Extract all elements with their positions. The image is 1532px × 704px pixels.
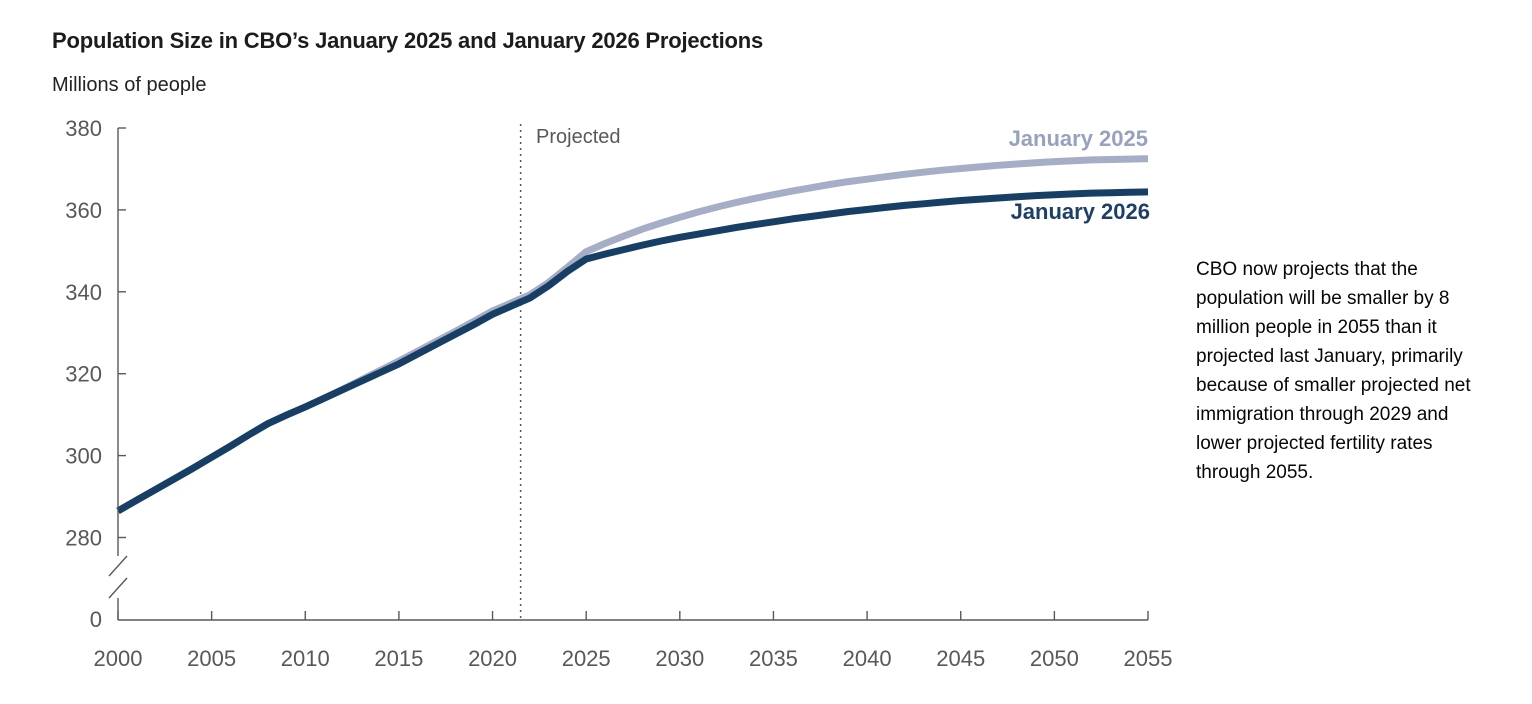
axis-tick-label: 2000 <box>94 646 143 671</box>
axis-tick-label: 340 <box>65 280 102 305</box>
annotation-note: CBO now projects that the population wil… <box>1196 259 1471 483</box>
chart-title: Population Size in CBO’s January 2025 an… <box>52 28 764 53</box>
axis-tick-label: 2055 <box>1124 646 1173 671</box>
axis-tick-label: 2040 <box>843 646 892 671</box>
axis-tick-label: 280 <box>65 526 102 551</box>
axis-tick-label: 2015 <box>374 646 423 671</box>
axis-tick-label: 2045 <box>936 646 985 671</box>
axis-tick-label: 360 <box>65 198 102 223</box>
axis-tick-label: 2050 <box>1030 646 1079 671</box>
axis-tick-label: 300 <box>65 444 102 469</box>
series-line-january-2025 <box>116 155 1149 514</box>
legend-january-2026: January 2026 <box>1010 199 1150 224</box>
series-line-january-2026 <box>116 188 1149 514</box>
axis-mark <box>108 577 128 599</box>
axis-tick-label: 320 <box>65 362 102 387</box>
axis-tick-label: 2035 <box>749 646 798 671</box>
legend-january-2025: January 2025 <box>1008 126 1148 151</box>
axis-tick-label: 2020 <box>468 646 517 671</box>
axis-tick-label: 0 <box>90 607 102 632</box>
projected-divider-label: Projected <box>536 126 621 148</box>
axis-tick-label: 2005 <box>187 646 236 671</box>
axis-tick-label: 2030 <box>655 646 704 671</box>
axis-tick-label: 2010 <box>281 646 330 671</box>
y-axis-caption: Millions of people <box>52 74 207 96</box>
axis-tick-label: 380 <box>65 116 102 141</box>
axis-mark <box>108 555 128 577</box>
axis-tick-label: 2025 <box>562 646 611 671</box>
